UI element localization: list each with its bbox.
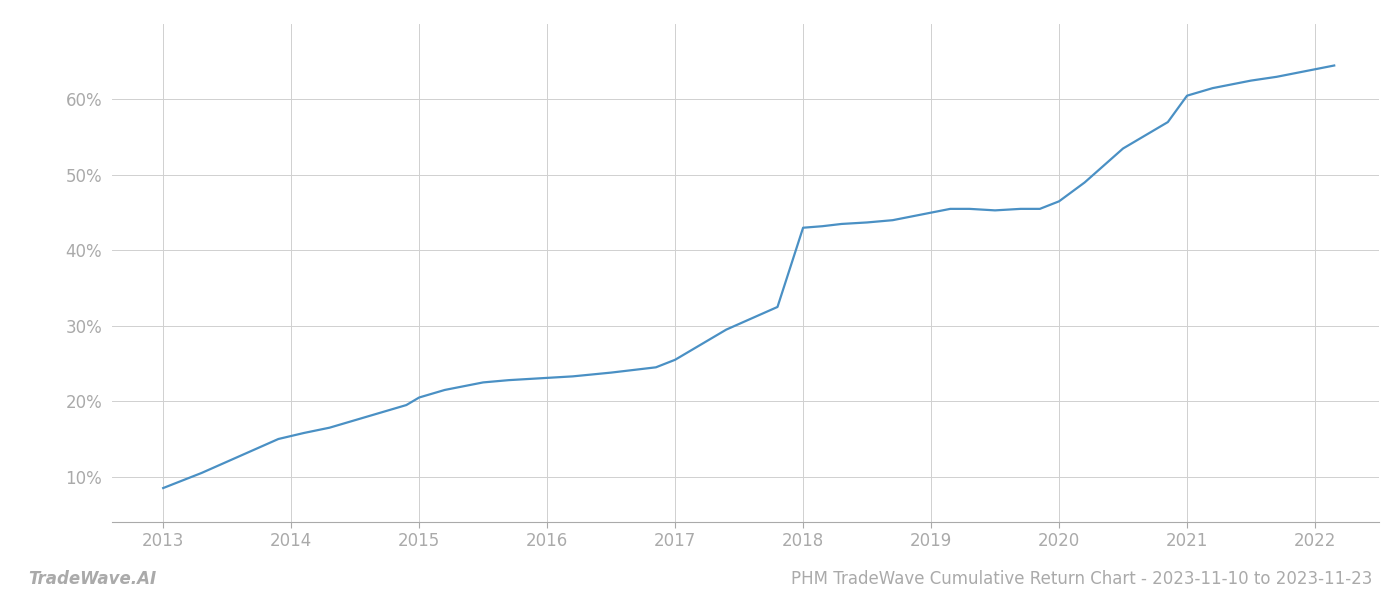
Text: TradeWave.AI: TradeWave.AI [28,570,157,588]
Text: PHM TradeWave Cumulative Return Chart - 2023-11-10 to 2023-11-23: PHM TradeWave Cumulative Return Chart - … [791,570,1372,588]
